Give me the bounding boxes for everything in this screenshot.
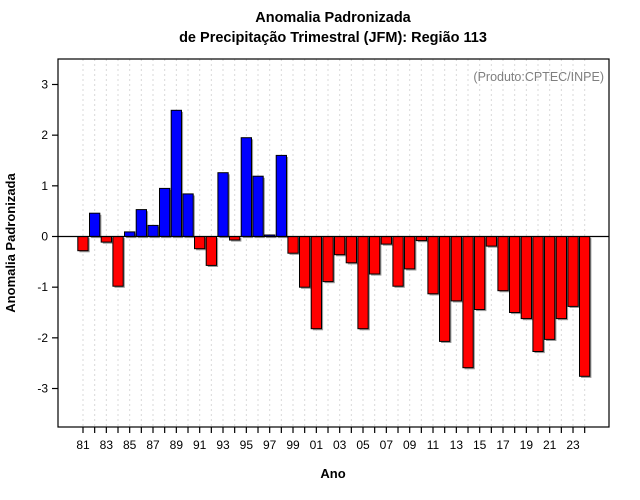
x-tick-label-03: 03	[333, 438, 347, 452]
chart-title-line2: de Precipitação Trimestral (JFM): Região…	[179, 30, 487, 46]
bar-2020	[532, 236, 544, 352]
bar-2004	[345, 236, 358, 264]
x-tick-label-99: 99	[286, 438, 300, 452]
bar-2017	[497, 236, 509, 292]
bar-2023	[567, 236, 579, 307]
bar-1982	[89, 212, 101, 237]
x-tick-label-81: 81	[76, 438, 90, 452]
bar-2015	[474, 236, 486, 310]
source-annotation: (Produto:CPTEC/INPE)	[473, 70, 604, 84]
bar-2009	[404, 236, 416, 270]
x-tick-label-21: 21	[543, 438, 557, 452]
bar-1998	[275, 154, 288, 237]
bar-2006	[369, 236, 381, 275]
bar-1981	[77, 236, 89, 252]
bar-2011	[427, 236, 439, 295]
bar-2005	[357, 236, 369, 330]
bar-2003	[334, 236, 346, 256]
y-tick-label-2: 2	[41, 128, 48, 142]
x-tick-label-95: 95	[240, 438, 254, 452]
y-tick-label--1: -1	[37, 280, 48, 294]
bar-1991	[194, 236, 206, 250]
bar-2016	[485, 236, 498, 247]
y-axis-label: Anomalia Padronizada	[3, 173, 18, 313]
x-tick-label-01: 01	[310, 438, 324, 452]
bar-2019	[520, 236, 533, 320]
x-tick-label-11: 11	[427, 438, 440, 452]
bar-2002	[322, 236, 334, 283]
bar-2014	[462, 236, 474, 369]
y-tick-label-3: 3	[41, 77, 48, 91]
x-tick-label-85: 85	[123, 438, 137, 452]
x-tick-label-87: 87	[146, 438, 160, 452]
x-tick-label-89: 89	[170, 438, 184, 452]
bar-1985	[124, 231, 136, 237]
bar-1992	[205, 236, 217, 266]
bar-2007	[380, 236, 393, 245]
y-tick-label-0: 0	[41, 230, 48, 244]
bar-1987	[147, 224, 159, 237]
bar-2001	[310, 236, 323, 330]
bar-2024	[579, 236, 591, 377]
bar-1999	[287, 236, 299, 254]
bar-1989	[170, 109, 182, 237]
x-tick-label-83: 83	[100, 438, 114, 452]
bar-2012	[439, 236, 451, 342]
x-axis-label: Ano	[320, 466, 345, 481]
x-tick-label-09: 09	[403, 438, 417, 452]
bar-1993	[217, 172, 229, 237]
bar-2000	[299, 236, 311, 288]
x-tick-label-91: 91	[193, 438, 207, 452]
bar-1990	[182, 193, 194, 237]
x-tick-label-23: 23	[566, 438, 580, 452]
bar-1983	[100, 236, 112, 243]
x-tick-label-07: 07	[380, 438, 394, 452]
x-tick-label-17: 17	[496, 438, 510, 452]
bar-1986	[135, 209, 147, 238]
y-tick-label-1: 1	[41, 179, 48, 193]
y-tick-label--2: -2	[37, 331, 48, 345]
bar-1988	[159, 187, 171, 237]
bar-2008	[392, 236, 404, 287]
x-tick-label-05: 05	[356, 438, 370, 452]
bar-2018	[509, 236, 521, 313]
bar-1995	[240, 137, 252, 237]
bar-1996	[252, 175, 264, 237]
bar-2010	[415, 236, 428, 242]
bars	[77, 109, 592, 378]
x-tick-label-13: 13	[450, 438, 464, 452]
gridlines	[82, 59, 586, 427]
x-tick-label-93: 93	[216, 438, 230, 452]
bar-shadow-1997	[266, 236, 277, 239]
bar-2021	[544, 236, 556, 340]
bar-2022	[555, 236, 568, 320]
x-tick-label-19: 19	[520, 438, 534, 452]
y-tick-label--3: -3	[37, 382, 48, 396]
bar-2013	[450, 236, 463, 302]
chart-title-line1: Anomalia Padronizada	[255, 10, 411, 26]
plot-border	[57, 58, 610, 428]
x-tick-label-15: 15	[473, 438, 487, 452]
x-tick-label-97: 97	[263, 438, 277, 452]
bar-1984	[112, 236, 124, 287]
